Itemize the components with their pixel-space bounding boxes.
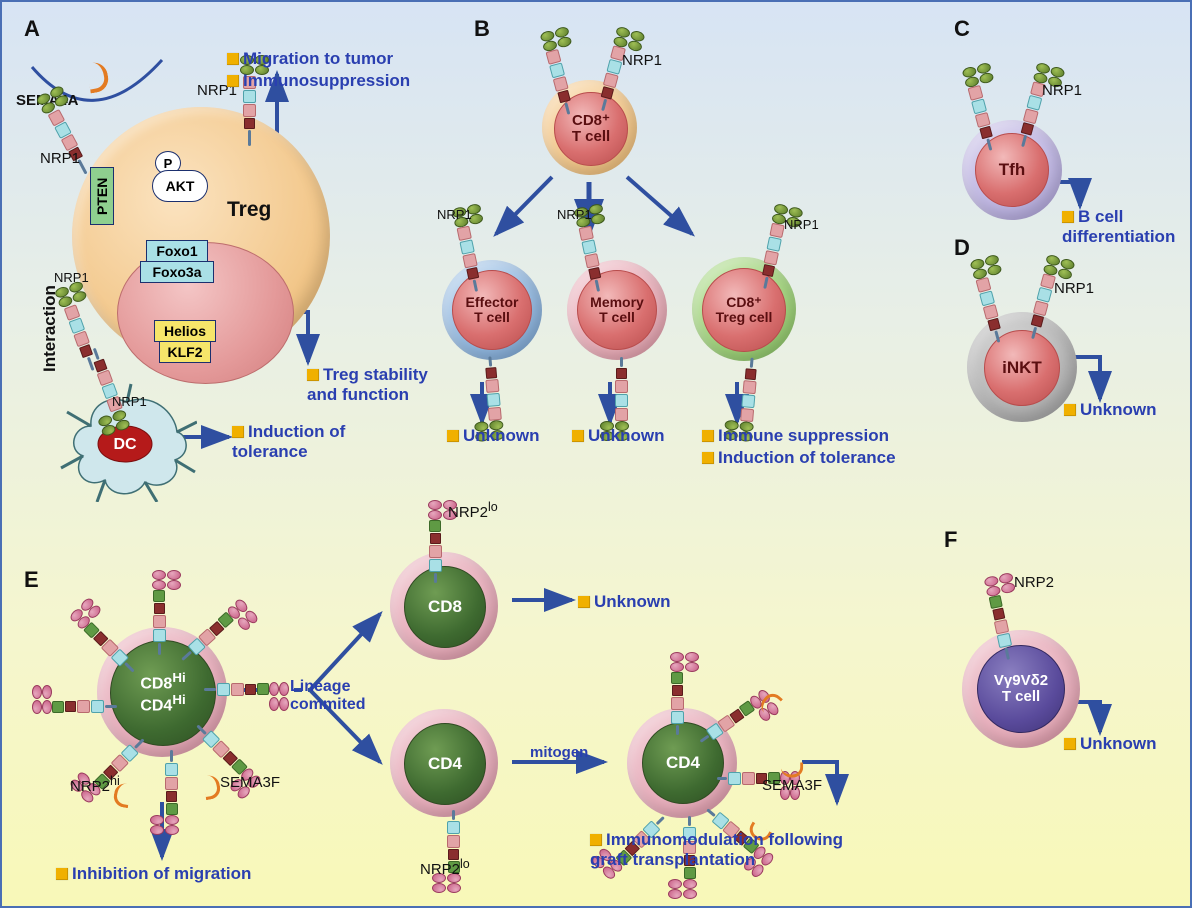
bullet-icon	[227, 53, 239, 65]
nrp2-receptor-icon	[432, 810, 461, 893]
foxo3a-box: Foxo3a	[140, 261, 214, 283]
bullet-icon	[227, 75, 239, 87]
nrp2-hi: NRP2hi	[70, 774, 120, 795]
bullet-icon	[307, 369, 319, 381]
induction-tolerance-b: Induction of tolerance	[702, 448, 896, 468]
induction-tolerance-a: Induction of tolerance	[232, 422, 345, 462]
nrp2-lo-cd8: NRP2lo	[448, 500, 498, 521]
nrp2-f: NRP2	[1014, 574, 1054, 591]
nrp1-cd8treg: NRP1	[784, 217, 819, 232]
nrp1-inkt: NRP1	[1054, 280, 1094, 297]
unknown-eff: Unknown	[447, 426, 540, 446]
foxo1-box: Foxo1	[146, 240, 208, 262]
nrp2-receptor-icon	[32, 685, 117, 714]
bullet-icon	[572, 430, 584, 442]
bullet-icon	[56, 868, 68, 880]
figure-stage: A B C D E F	[0, 0, 1192, 908]
unknown-mem: Unknown	[572, 426, 665, 446]
immunosuppression: Immunosuppression	[227, 71, 410, 91]
nrp2-receptor-icon	[150, 750, 179, 835]
nrp1-eff: NRP1	[437, 207, 472, 222]
treg-label: Treg	[227, 198, 271, 222]
nrp2-receptor-icon	[152, 570, 181, 655]
nrp1-tfh: NRP1	[1042, 82, 1082, 99]
akt-box: AKT	[152, 170, 208, 202]
migration-tumor: Migration to tumor	[227, 49, 393, 69]
bullet-icon	[590, 834, 602, 846]
graft-text: Immunomodulation following graft transpl…	[590, 810, 843, 870]
unknown-f: Unknown	[1064, 734, 1157, 754]
nrp2-receptor-icon	[204, 682, 289, 711]
mitogen-label: mitogen	[530, 744, 588, 761]
unknown-cd8: Unknown	[578, 592, 671, 612]
sema3f-dp: SEMA3F	[220, 774, 280, 791]
sema3f-stim: SEMA3F	[762, 777, 822, 794]
immune-suppression: Immune suppression	[702, 426, 889, 446]
nrp2-receptor-icon	[670, 652, 699, 735]
treg-stability-text: Treg stability and function	[307, 365, 428, 405]
svg-text:DC: DC	[113, 436, 137, 453]
bullet-icon	[1062, 211, 1074, 223]
nrp1-mem: NRP1	[557, 207, 592, 222]
pten-box: PTEN	[90, 167, 114, 225]
nrp1-a-left: NRP1	[40, 150, 80, 167]
lineage-committed: Lineage commited	[290, 678, 366, 714]
bullet-icon	[702, 430, 714, 442]
bullet-icon	[702, 452, 714, 464]
bullet-icon	[1064, 738, 1076, 750]
vgvd-nucleus: Vγ9Vδ2 T cell	[977, 645, 1065, 733]
bullet-icon	[447, 430, 459, 442]
unknown-inkt: Unknown	[1064, 400, 1157, 420]
nrp1-b-top: NRP1	[622, 52, 662, 69]
nrp2-lo-cd4: NRP2lo	[420, 857, 470, 878]
nrp1-treg-dc: NRP1	[54, 270, 89, 285]
nrp1-dc: NRP1	[112, 394, 147, 409]
bullet-icon	[1064, 404, 1076, 416]
bullet-icon	[232, 426, 244, 438]
helios-box: Helios	[154, 320, 216, 342]
bcell-diff: B cell differentiation	[1062, 207, 1175, 247]
inhibit-migration: Inhibition of migration	[56, 864, 251, 884]
cd4sp-nucleus: CD4	[404, 723, 486, 805]
bullet-icon	[578, 596, 590, 608]
klf2-box: KLF2	[159, 341, 211, 363]
